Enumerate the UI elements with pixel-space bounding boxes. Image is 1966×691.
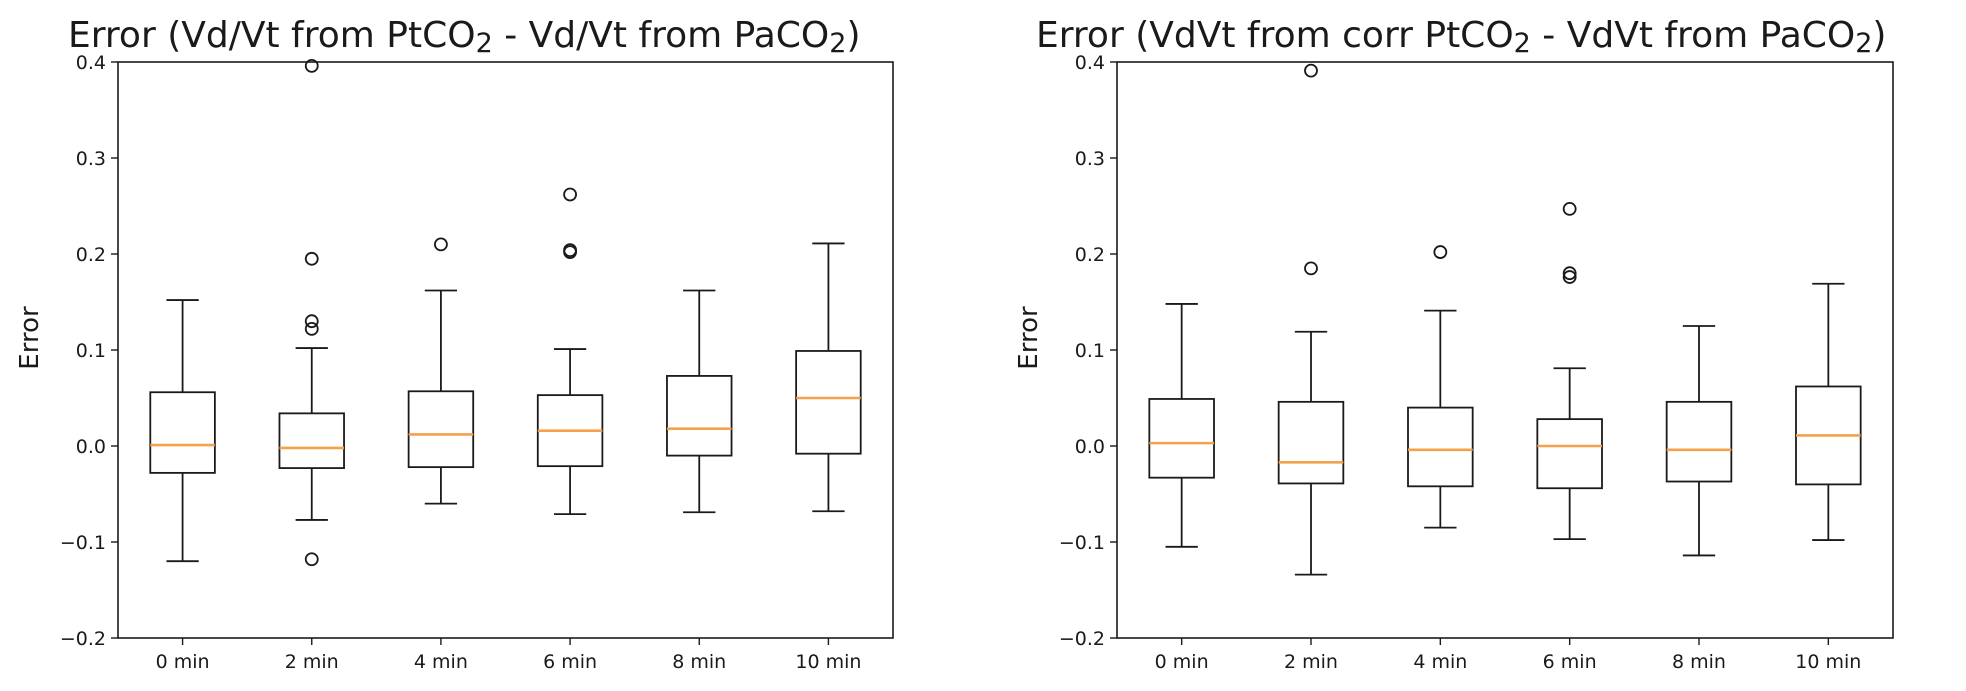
y-tick-label: −0.1 xyxy=(1059,532,1105,554)
left-boxplot-panel: Error (Vd/Vt from PtCO2 - Vd/Vt from PaC… xyxy=(15,15,894,673)
outlier-point xyxy=(563,187,577,202)
x-tick-label: 0 min xyxy=(1155,651,1209,673)
x-tick-label: 10 min xyxy=(1795,651,1861,673)
outlier-point xyxy=(1304,63,1318,78)
outlier-point xyxy=(304,58,319,73)
title-text: ) xyxy=(1872,15,1886,56)
title-text: - VdVt from PaCO xyxy=(1531,15,1855,56)
y-tick-label: 0.1 xyxy=(76,340,106,362)
title-subscript: 2 xyxy=(1855,28,1872,59)
box-2-min xyxy=(1277,63,1345,576)
right-boxplot-panel: Error (VdVt from corr PtCO2 - VdVt from … xyxy=(1014,15,1894,673)
chart-title: Error (VdVt from corr PtCO2 - VdVt from … xyxy=(1036,15,1886,59)
iqr-box xyxy=(1407,406,1474,488)
x-tick-label: 8 min xyxy=(1672,651,1726,673)
axes-frame xyxy=(117,61,894,639)
iqr-box xyxy=(278,412,345,469)
outlier-point xyxy=(304,321,319,336)
x-tick-label: 6 min xyxy=(543,651,597,673)
y-tick-label: 0.2 xyxy=(1075,244,1105,266)
outlier-point xyxy=(1304,261,1318,276)
box-0-min xyxy=(1148,303,1215,548)
iqr-box xyxy=(795,350,862,455)
iqr-box xyxy=(407,390,475,469)
y-axis-label: Error xyxy=(15,306,45,370)
iqr-box xyxy=(149,391,216,474)
x-tick-label: 4 min xyxy=(414,651,468,673)
box-10-min xyxy=(1795,282,1862,541)
title-subscript: 2 xyxy=(1514,28,1531,59)
box-4-min xyxy=(407,237,475,505)
y-tick-label: 0.4 xyxy=(76,52,106,74)
x-tick-label: 0 min xyxy=(156,651,210,673)
x-tick-label: 2 min xyxy=(1284,651,1338,673)
y-tick-label: 0.0 xyxy=(1075,436,1105,458)
iqr-box xyxy=(1148,398,1215,479)
axes-frame xyxy=(1116,61,1894,639)
y-tick-label: 0.0 xyxy=(76,436,106,458)
iqr-box xyxy=(1665,400,1733,483)
outlier-point xyxy=(434,237,448,252)
outlier-point xyxy=(1562,266,1577,281)
y-tick-label: 0.2 xyxy=(76,244,106,266)
title-text: Error (Vd/Vt from PtCO xyxy=(68,15,476,56)
box-10-min xyxy=(795,242,862,513)
title-text: ) xyxy=(846,15,860,56)
y-tick-label: 0.4 xyxy=(1075,52,1105,74)
y-tick-label: 0.3 xyxy=(76,148,106,170)
y-tick-label: 0.3 xyxy=(1075,148,1105,170)
y-tick-label: −0.2 xyxy=(1059,628,1105,650)
box-8-min xyxy=(666,289,733,514)
x-tick-label: 8 min xyxy=(672,651,726,673)
title-subscript: 2 xyxy=(829,28,846,59)
box-8-min xyxy=(1665,325,1733,557)
chart-title: Error (Vd/Vt from PtCO2 - Vd/Vt from PaC… xyxy=(68,15,861,59)
y-axis-label: Error xyxy=(1014,306,1044,370)
title-subscript: 2 xyxy=(476,28,493,59)
iqr-box xyxy=(1277,400,1345,485)
box-2-min xyxy=(278,58,345,567)
box-6-min xyxy=(536,187,604,516)
x-tick-label: 2 min xyxy=(285,651,339,673)
outlier-point xyxy=(563,245,577,259)
x-tick-label: 4 min xyxy=(1413,651,1467,673)
outlier-point xyxy=(304,314,319,329)
outlier-point xyxy=(1562,201,1577,216)
y-tick-label: 0.1 xyxy=(1075,340,1105,362)
outlier-point xyxy=(1433,245,1448,259)
x-tick-label: 6 min xyxy=(1543,651,1597,673)
title-text: - Vd/Vt from PaCO xyxy=(493,15,830,56)
x-tick-label: 10 min xyxy=(795,651,861,673)
iqr-box xyxy=(1536,418,1603,490)
box-4-min xyxy=(1407,245,1474,529)
title-text: Error (VdVt from corr PtCO xyxy=(1036,15,1514,56)
outlier-point xyxy=(304,251,319,266)
outlier-point xyxy=(304,552,319,567)
box-0-min xyxy=(149,299,216,563)
y-tick-label: −0.1 xyxy=(60,532,106,554)
iqr-box xyxy=(666,375,733,457)
outlier-point xyxy=(1562,270,1577,284)
y-tick-label: −0.2 xyxy=(60,628,106,650)
box-6-min xyxy=(1536,201,1603,541)
